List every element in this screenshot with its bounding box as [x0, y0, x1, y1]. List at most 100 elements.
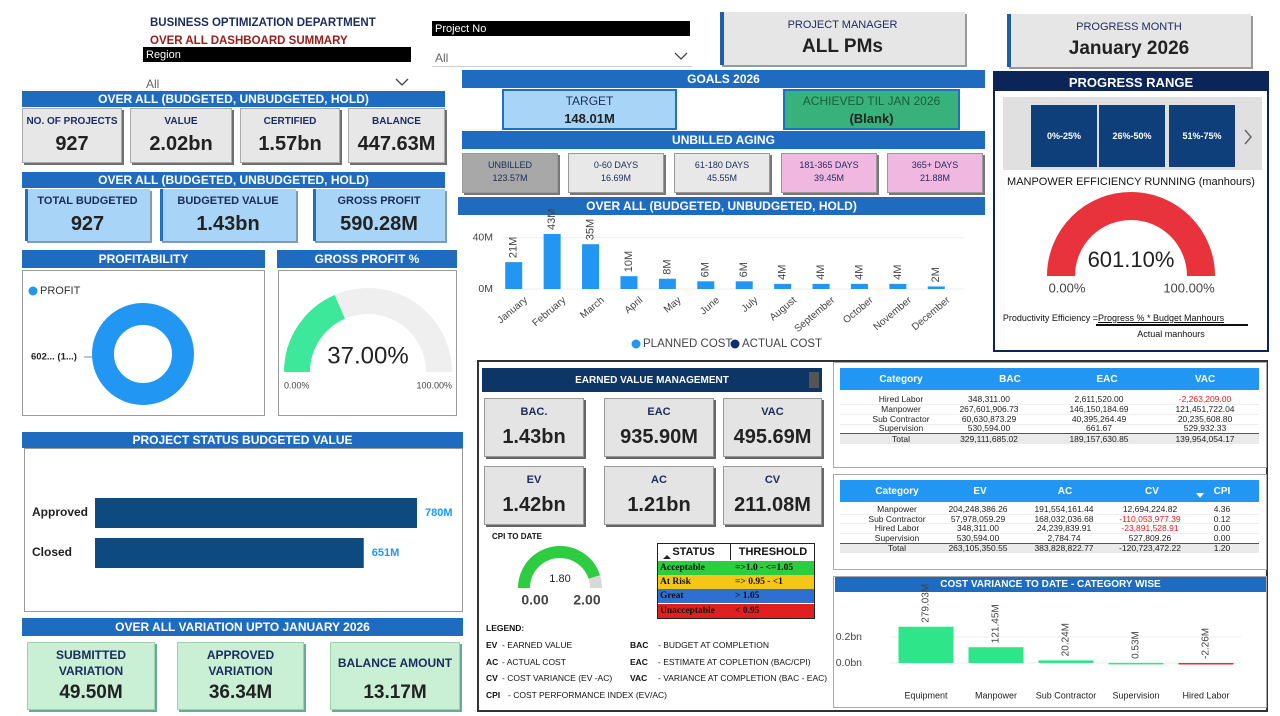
total-cell: Total [888, 543, 906, 554]
table-cell: 661.67 [1086, 423, 1112, 434]
table-cell: 191,554,161.44 [1034, 504, 1094, 514]
threshold-cell: < 0.95 [735, 605, 760, 616]
table-cell: 204,248,386.26 [948, 504, 1008, 514]
card-value: 36.34M [208, 682, 273, 703]
section-title: COST VARIANCE TO DATE - CATEGORY WISE [835, 576, 1266, 592]
slicer-label: Project No [432, 21, 690, 36]
card [240, 108, 340, 163]
panel [993, 71, 1269, 352]
card-value: 211.08M [734, 493, 811, 516]
range-button: 51%-75% [1169, 105, 1235, 167]
threshold-cell: > 1.05 [735, 591, 760, 602]
panel [833, 576, 1267, 708]
card-value: 495.69M [733, 425, 812, 448]
table-header: EV [973, 485, 987, 497]
formula-denominator: Actual manhours [1137, 329, 1205, 339]
card-label: 61-180 DAYS [694, 160, 750, 170]
card [723, 398, 822, 457]
card [781, 153, 877, 193]
table-cell: Supervision [878, 423, 924, 434]
card [604, 398, 714, 457]
card-label: PROGRESS MONTH [1076, 21, 1182, 33]
card [887, 153, 983, 193]
card-value: 1.43bn [196, 212, 260, 235]
slicer-label: Region [143, 47, 411, 62]
row-line [840, 513, 1259, 515]
card-value: 1.42bn [502, 493, 566, 516]
card-label: EV [526, 474, 542, 486]
table-header: STATUS [672, 546, 715, 558]
card-value: 2.02bn [149, 132, 213, 155]
table-cell: 267,601,906.73 [959, 403, 1019, 414]
table-cell: 529,932.33 [1183, 423, 1227, 434]
table-header: Category [879, 373, 923, 385]
table-cell: 60,630,873.29 [961, 413, 1017, 424]
legend-text: - ACTUAL COST [502, 656, 566, 667]
card-label: PROJECT MANAGER [787, 19, 898, 31]
formula-numerator: Progress % * Budget Manhours [1098, 313, 1225, 323]
table-cell: 348,311.00 [957, 523, 999, 533]
card-value: 927 [55, 132, 89, 155]
table-header: THRESHOLD [730, 544, 815, 560]
card-value: 16.69M [600, 173, 632, 183]
section-title: PROGRESS RANGE [995, 73, 1267, 91]
row-line [840, 413, 1259, 415]
table-header: Category [875, 485, 919, 497]
card [313, 189, 445, 241]
table-cell: -23,891,528.91 [1121, 523, 1179, 533]
panel [278, 270, 457, 416]
card-label: 365+ DAYS [911, 160, 959, 170]
card-value: (Blank) [849, 110, 894, 126]
legend-text: - EARNED VALUE [502, 640, 573, 650]
table-cell: 146,150,184.69 [1069, 403, 1129, 414]
legend-text: - ESTIMATE AT COPLETION (BAC/CPI) [658, 656, 811, 667]
table-cell: 2,784.74 [1047, 533, 1081, 543]
card-value: 935.90M [620, 425, 698, 448]
table-cell: 24,239,839.91 [1036, 523, 1092, 533]
card [22, 108, 122, 163]
panel [477, 360, 1268, 712]
table-header-bg [840, 368, 1259, 390]
card [25, 189, 150, 241]
panel [24, 448, 463, 612]
table-cell: Manpower [881, 403, 921, 414]
legend-abbr: CV [486, 673, 498, 683]
department-title: BUSINESS OPTIMIZATION DEPARTMENT [150, 16, 376, 29]
formula-bar [1096, 324, 1248, 326]
card-label: VAC [761, 406, 784, 418]
card [484, 466, 584, 525]
table-header-bg [840, 480, 1259, 502]
status-row [658, 603, 814, 618]
card-label: CERTIFIED [263, 115, 317, 127]
card-value: 447.63M [357, 132, 436, 155]
table-cell: Sub Contractor [872, 413, 930, 424]
table-cell: Supervision [874, 533, 920, 543]
card-value: 927 [70, 212, 105, 235]
table-cell: -2,263,209.00 [1178, 394, 1232, 404]
card [720, 12, 965, 65]
total-cell: 329,111,685.02 [960, 434, 1018, 445]
total-cell: -120,723,472.22 [1119, 543, 1181, 554]
table-panel [833, 474, 1267, 570]
table-cell: 0.00 [1213, 533, 1231, 543]
card [568, 153, 664, 193]
table-header: CPI [1213, 485, 1231, 497]
total-cell: 139,954,054.17 [1175, 434, 1235, 445]
table-cell: 40,395,264.49 [1071, 413, 1127, 424]
card-label: 181-365 DAYS [799, 160, 859, 170]
threshold-cell: => 0.95 - <1 [735, 577, 783, 588]
range-button: 26%-50% [1099, 105, 1165, 167]
slicer-dropdown: All [432, 49, 692, 67]
dashboard-subtitle: OVER ALL DASHBOARD SUMMARY [150, 34, 348, 47]
section-title: EARNED VALUE MANAGEMENT [482, 368, 822, 392]
status-cell: Unacceptable [660, 605, 715, 616]
card-value: 1.57bn [258, 132, 322, 155]
total-bg [840, 543, 1259, 554]
table [657, 543, 815, 619]
card-value: 21.88M [919, 173, 951, 183]
card-value: 1.43bn [502, 425, 566, 448]
card-value: January 2026 [1068, 38, 1190, 59]
card-label: CV [764, 474, 781, 486]
card-value: 1.21bn [627, 493, 691, 516]
card-label: APPROVED VARIATION [206, 648, 275, 678]
